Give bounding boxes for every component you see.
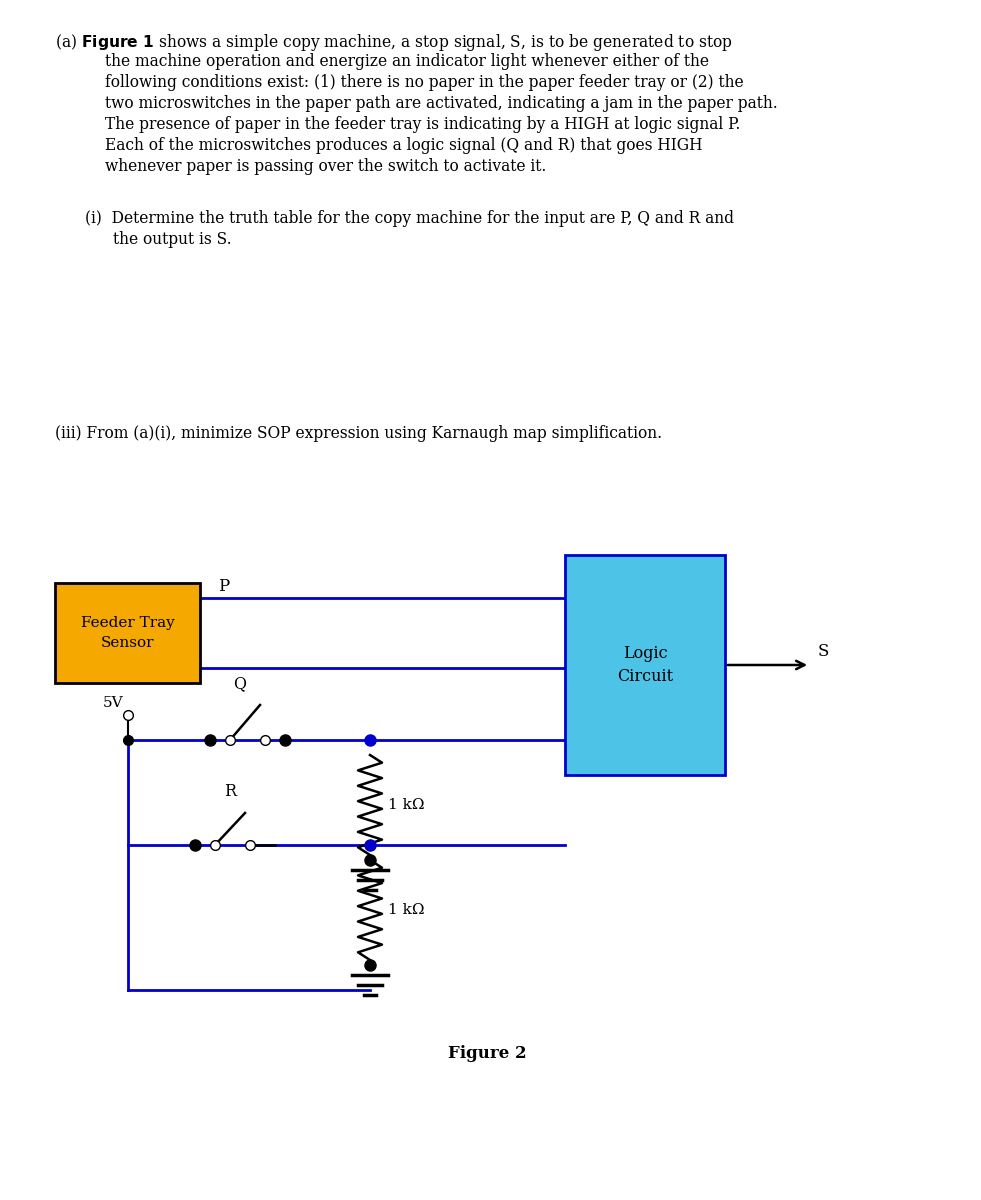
Text: 1 kΩ: 1 kΩ — [388, 902, 425, 917]
Text: 1 kΩ: 1 kΩ — [388, 798, 425, 812]
Text: The presence of paper in the feeder tray is indicating by a HIGH at logic signal: The presence of paper in the feeder tray… — [105, 116, 741, 133]
Text: (iii) From (a)(i), minimize SOP expression using Karnaugh map simplification.: (iii) From (a)(i), minimize SOP expressi… — [55, 425, 662, 442]
Text: Logic
Circuit: Logic Circuit — [617, 644, 673, 685]
Text: Each of the microswitches produces a logic signal (Q and R) that goes HIGH: Each of the microswitches produces a log… — [105, 137, 702, 154]
Text: two microswitches in the paper path are activated, indicating a jam in the paper: two microswitches in the paper path are … — [105, 95, 778, 112]
Text: Q: Q — [233, 674, 246, 692]
Text: (i)  Determine the truth table for the copy machine for the input are P, Q and R: (i) Determine the truth table for the co… — [85, 210, 734, 227]
Text: Feeder Tray
Sensor: Feeder Tray Sensor — [80, 617, 175, 649]
Text: R: R — [224, 782, 236, 800]
Bar — [565, 554, 725, 775]
Text: whenever paper is passing over the switch to activate it.: whenever paper is passing over the switc… — [105, 158, 546, 175]
Text: Figure 2: Figure 2 — [448, 1045, 527, 1062]
Bar — [55, 583, 200, 683]
Text: 5V: 5V — [102, 696, 123, 710]
Text: the output is S.: the output is S. — [113, 230, 232, 248]
Text: following conditions exist: (1) there is no paper in the paper feeder tray or (2: following conditions exist: (1) there is… — [105, 74, 744, 91]
Text: S: S — [818, 643, 829, 660]
Text: the machine operation and energize an indicator light whenever either of the: the machine operation and energize an in… — [105, 53, 709, 70]
Text: (a) $\mathbf{Figure\ 1}$ shows a simple copy machine, a stop signal, S, is to be: (a) $\mathbf{Figure\ 1}$ shows a simple … — [55, 32, 733, 53]
Text: P: P — [218, 578, 230, 595]
